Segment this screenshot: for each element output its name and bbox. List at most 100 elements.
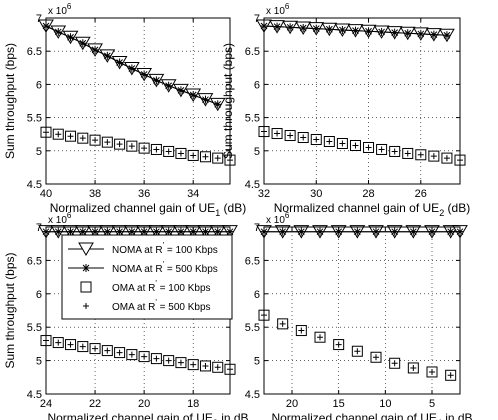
data-point <box>127 64 136 73</box>
x-tick-label: 28 <box>362 188 374 200</box>
y-tick-label: 5.5 <box>245 113 260 125</box>
data-point <box>141 353 148 360</box>
data-point <box>410 364 417 371</box>
data-point <box>67 341 74 348</box>
data-point <box>104 139 111 146</box>
x-tick-label: 10 <box>379 398 391 410</box>
data-point <box>103 51 112 60</box>
chart-panel-top-left: 4.5 5 5.5 6 6.5 7 40 38 36 34 x 106 Normalized chan… <box>3 2 246 218</box>
data-point <box>116 141 123 148</box>
series-square <box>258 126 466 166</box>
series-asterisk <box>42 227 234 236</box>
data-point <box>55 131 62 138</box>
x-tick-label: 18 <box>187 398 199 410</box>
data-point <box>404 150 411 157</box>
data-point <box>190 361 197 368</box>
y-tick-label: 4.5 <box>245 389 260 401</box>
y-tick-label: 7 <box>254 13 260 25</box>
x-axis-label: Normalized channel gain of UE2 (dB) <box>274 201 470 218</box>
series-square <box>258 309 457 381</box>
data-point <box>91 227 100 236</box>
legend-label: NOMA at R' = 500 Kbps <box>112 260 218 275</box>
y-tick-label: 5.5 <box>245 322 260 334</box>
y-tick-label: 4.5 <box>27 179 42 191</box>
data-point <box>377 27 386 36</box>
data-point <box>390 227 399 236</box>
data-point <box>417 151 424 158</box>
x-axis-label-main: Normalized channel gain of UE <box>271 411 436 420</box>
data-point <box>152 227 161 236</box>
data-point <box>334 227 343 236</box>
data-point <box>214 155 221 162</box>
data-point <box>391 360 398 367</box>
data-point <box>164 227 173 236</box>
axes-frame <box>263 17 461 185</box>
data-point <box>92 137 99 144</box>
data-point <box>116 349 123 356</box>
x-axis-label: Normalized channel gain of UE4 in dB <box>271 411 472 420</box>
data-point <box>354 348 361 355</box>
data-point <box>300 134 307 141</box>
legend-label-pre: NOMA at R <box>112 264 163 275</box>
x-axis-label-subscript: 4 <box>437 418 442 420</box>
data-point <box>127 227 136 236</box>
data-point <box>92 345 99 352</box>
legend-marker <box>78 242 94 256</box>
y-axis-label: Sum throughput (bps) <box>3 252 17 368</box>
data-point <box>190 152 197 159</box>
y-tick-label: 5 <box>254 146 260 158</box>
x-axis-label-suffix: (dB) <box>220 201 246 215</box>
x-tick-label: 24 <box>40 398 52 410</box>
data-point <box>373 354 379 361</box>
data-point <box>140 70 149 79</box>
data-point <box>128 143 135 150</box>
data-point <box>278 227 287 236</box>
legend-label: OMA at R' = 100 Kbps <box>112 279 211 294</box>
data-point <box>326 138 333 145</box>
legend-label: OMA at R' = 500 Kbps <box>112 298 211 313</box>
data-point <box>429 30 438 39</box>
y-tick-label: 5 <box>36 356 42 368</box>
data-point <box>141 145 148 152</box>
y-multiplier-exponent: 6 <box>67 211 72 220</box>
y-axis-label: Sum throughput (bps) <box>221 43 235 159</box>
data-point <box>273 22 282 31</box>
data-point <box>287 132 294 139</box>
data-point <box>372 227 380 236</box>
data-point <box>274 130 281 137</box>
data-point <box>66 227 75 236</box>
data-point <box>352 142 359 149</box>
x-axis-label: Normalized channel gain of UE1 (dB) <box>50 201 246 218</box>
data-point <box>54 27 63 36</box>
data-point <box>446 227 455 236</box>
data-point <box>66 33 75 42</box>
data-point <box>177 359 184 366</box>
y-tick-label: 5 <box>36 146 42 158</box>
data-point <box>443 155 450 162</box>
data-point <box>177 150 184 157</box>
data-point <box>201 95 210 104</box>
data-point <box>299 23 308 32</box>
data-point <box>176 86 185 95</box>
data-point <box>316 227 324 236</box>
chart-panel-bottom-right: 4.5 5 5.5 6 6.5 7 20 15 10 5 x 106 Normalized chann… <box>245 211 473 420</box>
x-axis-label-main: Normalized channel gain of UE <box>47 411 212 420</box>
y-tick-label: 5.5 <box>27 113 42 125</box>
x-tick-label: 32 <box>258 188 270 200</box>
data-point <box>189 227 198 236</box>
series-asterisk <box>42 21 222 109</box>
data-point <box>317 334 323 341</box>
data-point <box>351 26 360 35</box>
data-point <box>189 91 198 100</box>
data-point <box>78 39 87 48</box>
data-point <box>428 227 436 236</box>
data-point <box>79 135 86 142</box>
data-point <box>312 24 321 33</box>
data-point <box>165 148 172 155</box>
y-tick-label: 6.5 <box>245 46 260 58</box>
series-asterisk <box>260 227 464 236</box>
y-multiplier: x 106 <box>266 211 290 226</box>
data-point <box>153 146 160 153</box>
legend-label-post: = 100 Kbps <box>164 245 218 256</box>
